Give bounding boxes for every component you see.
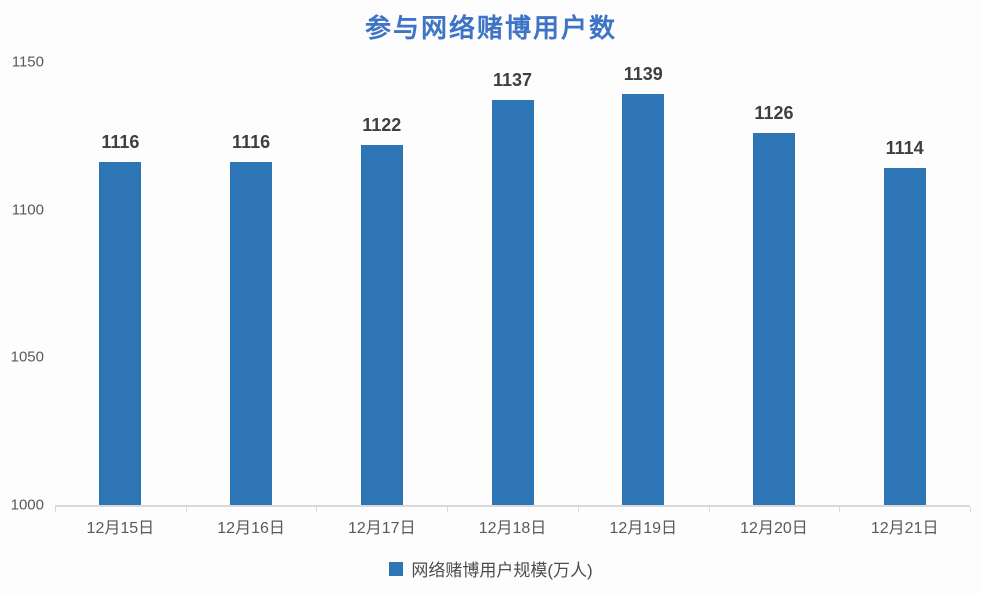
bar <box>883 168 926 505</box>
x-tick-label: 12月20日 <box>740 520 808 537</box>
x-axis-tick <box>708 507 710 512</box>
x-tick-label: 12月17日 <box>347 520 416 537</box>
legend-swatch-icon <box>389 561 404 576</box>
x-axis-labels: 12月15日 12月16日 12月17日 12月18日 12月19日 12月20日 12月2… <box>55 514 970 538</box>
y-tick-label: 1100 <box>11 201 44 219</box>
y-axis: 1000 1050 1100 1150 <box>0 54 46 514</box>
y-tick-label: 1000 <box>10 496 44 514</box>
bar-column: 1139 <box>578 62 709 505</box>
bar-column: 1116 <box>55 62 186 505</box>
x-axis-tick <box>839 507 841 512</box>
legend: 网络赌博用户规模(万人) <box>0 556 982 581</box>
bar-column: 1114 <box>839 62 970 505</box>
bars-group: 1116 1116 1122 1137 1139 1126 1114 <box>55 62 970 505</box>
bar-value-label: 1137 <box>492 70 533 90</box>
x-axis-tick <box>577 507 579 512</box>
chart-title: 参与网络赌博用户数 <box>364 13 617 43</box>
x-axis-line <box>55 505 971 512</box>
bar <box>752 133 795 505</box>
plot-area: 1116 1116 1122 1137 1139 1126 1114 <box>55 62 970 505</box>
x-axis-tick <box>447 507 449 512</box>
bar-value-label: 1126 <box>754 103 794 123</box>
legend-label: 网络赌博用户规模(万人) <box>411 561 593 580</box>
x-axis-tick <box>55 507 56 512</box>
x-axis-tick <box>970 507 971 512</box>
x-axis-tick <box>316 507 318 512</box>
x-tick-label: 12月19日 <box>609 520 678 537</box>
bar <box>360 145 403 505</box>
x-tick-label: 12月16日 <box>217 520 285 537</box>
bar-value-label: 1114 <box>885 138 924 158</box>
y-tick-label: 1150 <box>11 53 44 71</box>
x-tick-label: 12月15日 <box>86 520 155 537</box>
bar <box>622 94 665 505</box>
bar-column: 1126 <box>709 62 840 505</box>
bar-value-label: 1122 <box>362 115 402 135</box>
bar <box>99 162 142 505</box>
x-axis-tick <box>185 507 187 512</box>
bar-value-label: 1116 <box>101 132 140 152</box>
bar-column: 1137 <box>447 62 578 505</box>
bar <box>491 100 534 505</box>
bar-column: 1116 <box>186 62 317 505</box>
y-tick-label: 1050 <box>10 348 44 366</box>
bar-value-label: 1139 <box>623 64 663 84</box>
bar-value-label: 1116 <box>232 132 271 152</box>
x-tick-label: 12月18日 <box>478 520 547 537</box>
bar-column: 1122 <box>316 62 447 505</box>
x-tick-label: 12月21日 <box>870 520 939 537</box>
bar <box>230 162 273 505</box>
